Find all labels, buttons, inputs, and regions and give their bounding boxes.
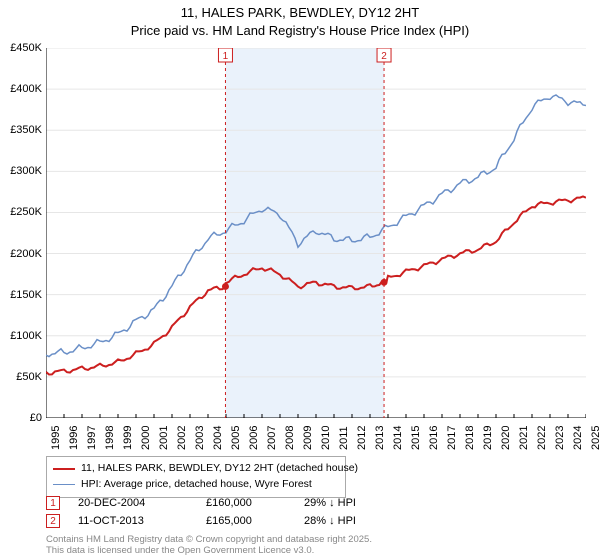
x-tick-label: 2009 [302,426,314,450]
x-tick-label: 2021 [518,426,530,450]
x-tick-label: 2010 [320,426,332,450]
annotation-date: 20-DEC-2004 [78,497,188,509]
y-tick-label: £200K [10,248,42,260]
legend-swatch-1 [53,468,75,470]
y-tick-label: £400K [10,83,42,95]
x-tick-label: 2020 [500,426,512,450]
annotation-rows: 1 20-DEC-2004 £160,000 29% ↓ HPI 2 11-OCT-201… [46,496,404,532]
x-tick-label: 2015 [410,426,422,450]
x-tick-label: 2007 [266,426,278,450]
annotation-date: 11-OCT-2013 [78,515,188,527]
x-tick-label: 2019 [482,426,494,450]
chart-plot-area: 12 [46,48,586,418]
annotation-price: £165,000 [206,515,286,527]
legend-label-2: HPI: Average price, detached house, Wyre… [81,477,312,493]
y-tick-label: £250K [10,206,42,218]
x-tick-label: 2012 [356,426,368,450]
legend-row-2: HPI: Average price, detached house, Wyre… [53,477,339,493]
footer-line-1: Contains HM Land Registry data © Crown c… [46,534,372,545]
y-tick-label: £0 [30,412,42,424]
legend-box: 11, HALES PARK, BEWDLEY, DY12 2HT (detac… [46,456,346,498]
x-tick-label: 2016 [428,426,440,450]
y-tick-label: £150K [10,289,42,301]
x-tick-label: 2005 [230,426,242,450]
title-block: 11, HALES PARK, BEWDLEY, DY12 2HT Price … [0,0,600,39]
footer-line-2: This data is licensed under the Open Gov… [46,545,372,556]
x-tick-label: 1998 [104,426,116,450]
x-tick-label: 1995 [50,426,62,450]
y-tick-label: £450K [10,42,42,54]
annotation-price: £160,000 [206,497,286,509]
svg-text:1: 1 [223,51,229,62]
legend-swatch-2 [53,484,75,486]
y-tick-label: £100K [10,330,42,342]
x-tick-label: 2000 [140,426,152,450]
x-tick-label: 2014 [392,426,404,450]
annotation-hpi: 28% ↓ HPI [304,515,404,527]
y-axis-labels: £0£50K£100K£150K£200K£250K£300K£350K£400… [0,48,44,418]
x-tick-label: 2008 [284,426,296,450]
x-tick-label: 2022 [536,426,548,450]
title-line-1: 11, HALES PARK, BEWDLEY, DY12 2HT [0,4,600,22]
x-axis-labels: 1995 1996 1997 1998 1999 2000 2001 2002 2003 2004… [46,420,586,454]
footer-text: Contains HM Land Registry data © Crown c… [46,534,372,557]
x-tick-label: 2006 [248,426,260,450]
x-tick-label: 2004 [212,426,224,450]
x-tick-label: 1996 [68,426,80,450]
legend-label-1: 11, HALES PARK, BEWDLEY, DY12 2HT (detac… [81,461,358,477]
y-tick-label: £350K [10,124,42,136]
x-tick-label: 2011 [338,426,350,450]
x-tick-label: 1997 [86,426,98,450]
title-line-2: Price paid vs. HM Land Registry's House … [0,22,600,40]
x-tick-label: 2013 [374,426,386,450]
x-tick-label: 2002 [176,426,188,450]
x-tick-label: 2024 [572,426,584,450]
annotation-row: 1 20-DEC-2004 £160,000 29% ↓ HPI [46,496,404,510]
annotation-hpi: 29% ↓ HPI [304,497,404,509]
chart-svg: 12 [46,48,586,418]
x-tick-label: 2023 [554,426,566,450]
x-tick-label: 2025 [590,426,600,450]
legend-row-1: 11, HALES PARK, BEWDLEY, DY12 2HT (detac… [53,461,339,477]
x-tick-label: 2017 [446,426,458,450]
x-tick-label: 2001 [158,426,170,450]
svg-text:2: 2 [381,51,387,62]
x-tick-label: 1999 [122,426,134,450]
annotation-marker: 1 [46,496,60,510]
y-tick-label: £300K [10,165,42,177]
annotation-row: 2 11-OCT-2013 £165,000 28% ↓ HPI [46,514,404,528]
chart-container: 11, HALES PARK, BEWDLEY, DY12 2HT Price … [0,0,600,560]
annotation-marker: 2 [46,514,60,528]
y-tick-label: £50K [16,371,42,383]
x-tick-label: 2003 [194,426,206,450]
x-tick-label: 2018 [464,426,476,450]
